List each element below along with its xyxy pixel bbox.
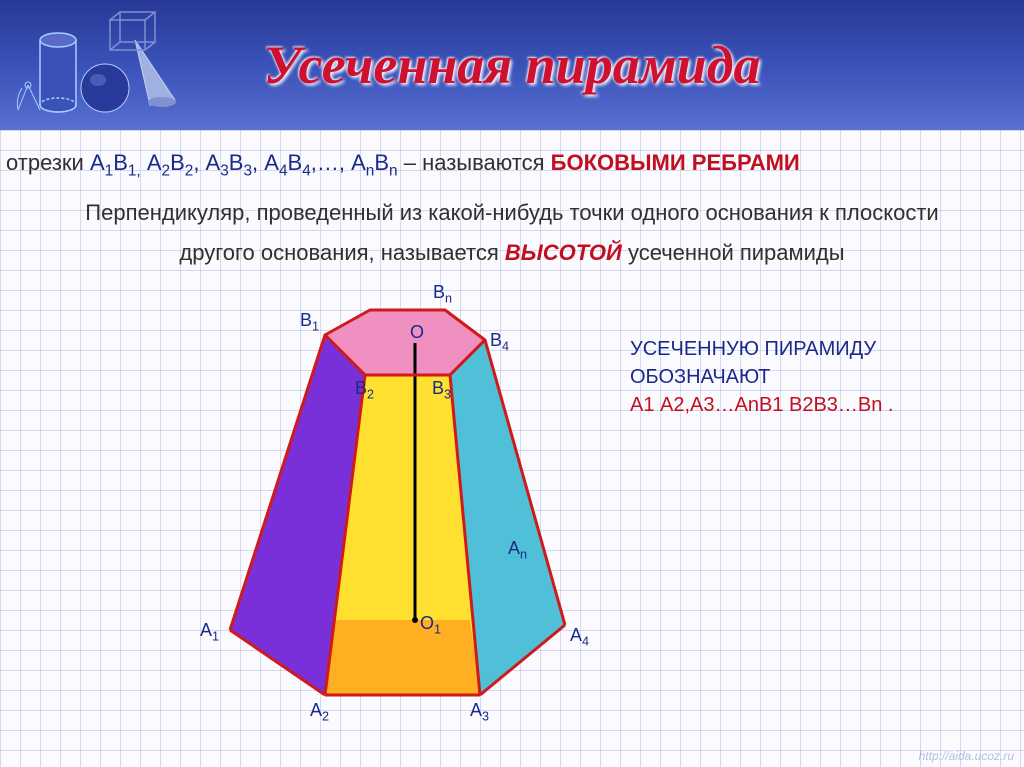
word-called: – называются — [404, 150, 551, 175]
perp-text-2a: другого основания, называется — [179, 240, 504, 265]
segments-list: А1В1, А2В2, А3В3, А4В4,…, АnВn — [90, 150, 398, 175]
definition-line-1: отрезки А1В1, А2В2, А3В3, А4В4,…, АnВn –… — [6, 150, 1018, 180]
label-B4: В4 — [490, 330, 509, 354]
footer-link: http://aida.ucoz.ru — [919, 749, 1014, 763]
label-A3: А3 — [470, 700, 489, 724]
definition-line-2: Перпендикуляр, проведенный из какой-нибу… — [6, 200, 1018, 226]
perp-text-2c: усеченной пирамиды — [628, 240, 845, 265]
note-line-3: А1 А2,А3…АnВ1 В2В3…Вn . — [630, 391, 894, 419]
label-O: О — [410, 322, 424, 343]
note-line-1: УСЕЧЕННУЮ ПИРАМИДУ — [630, 335, 894, 363]
label-A2: А2 — [310, 700, 329, 724]
pyramid-diagram: В1 В2 В3 В4 Вn О А1 А2 А3 А4 Аn О1 — [170, 280, 630, 750]
definition-line-3: другого основания, называется высотой ус… — [6, 240, 1018, 266]
label-B1: В1 — [300, 310, 319, 334]
word-segments: отрезки — [6, 150, 90, 175]
label-A4: А4 — [570, 625, 589, 649]
perp-text-1: Перпендикуляр, проведенный из какой-нибу… — [85, 200, 938, 225]
label-O1: О1 — [420, 613, 441, 637]
word-edges: боковыми ребрами — [551, 150, 800, 175]
label-B3: В3 — [432, 378, 451, 402]
slide: Усеченная пирамида отрезки А1В1, А2В2, А… — [0, 0, 1024, 767]
word-height: высотой — [505, 240, 622, 265]
note-line-2: ОБОЗНАЧАЮТ — [630, 363, 894, 391]
header-shapes-icon — [10, 10, 190, 120]
label-Bn: Вn — [433, 282, 452, 306]
notation-note: УСЕЧЕННУЮ ПИРАМИДУ ОБОЗНАЧАЮТ А1 А2,А3…А… — [630, 335, 894, 419]
label-B2: В2 — [355, 378, 374, 402]
label-An: Аn — [508, 538, 527, 562]
header-bar: Усеченная пирамида — [0, 0, 1024, 130]
page-title: Усеченная пирамида — [263, 34, 760, 96]
label-A1: А1 — [200, 620, 219, 644]
